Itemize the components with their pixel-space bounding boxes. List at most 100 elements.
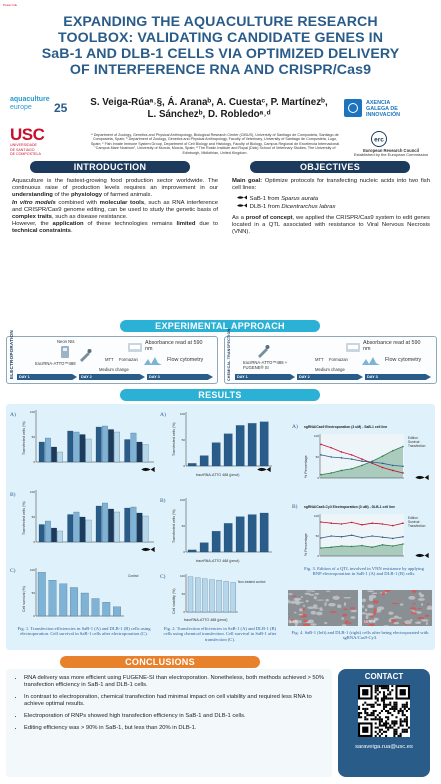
cell-mark [409,607,417,610]
erc-emblem-text: erc [374,137,384,144]
qr-module [391,720,394,723]
cell-mark [425,621,428,626]
fish-icon [257,466,271,473]
cell-mark [410,609,415,611]
qr-module [405,703,408,706]
qr-module [399,734,402,737]
bar [209,579,215,613]
bar [102,602,111,617]
qr-module [393,703,396,706]
usc-sub-3: DE COMPOSTELA [10,152,41,156]
line-point [371,461,374,463]
bar [57,530,64,543]
formazan-label: Formazan [119,357,138,362]
qr-module [405,720,408,723]
qr-module [405,730,408,733]
qr-module [403,714,406,717]
cell-mark [373,617,379,621]
qr-module [387,693,390,696]
y-axis-label: % Percentage [304,533,308,556]
tick-label: 100 [180,498,185,502]
qr-module [405,728,408,731]
qr-module [405,724,408,727]
legend-item: Survival [408,520,420,524]
fig1-caption: Fig. 1. Transfection efficiencies in SaB… [17,626,151,637]
bar [45,437,51,463]
line-point [381,544,384,546]
cell-mark [306,590,314,592]
intro-text: of the [52,192,71,199]
bar [38,441,45,463]
proof-text: As a [232,215,246,221]
day-3-arrow: DAY 3 [147,374,213,380]
qr-module [393,722,396,725]
qr-module [385,734,388,737]
qr-module [372,703,375,706]
qr-module [385,720,388,723]
qr-module [393,720,396,723]
intro-bold-italic: In vitro models [12,199,56,206]
panel-label: B) [10,492,16,498]
day-1-arrow: DAY 1 [17,374,77,380]
cell-mark [350,616,356,619]
qr-module [382,687,386,690]
qr-module [364,718,367,721]
cell-mark [307,619,315,624]
bar [73,511,80,543]
qr-module [364,707,367,710]
line-point [320,521,322,523]
qr-module [364,709,367,713]
flow-histogram-icon [144,357,162,365]
cell-mark [417,598,426,601]
bar [114,511,121,543]
pipette-icon [258,345,270,358]
erc-emblem-icon: erc [371,131,387,147]
day-1-arrow: DAY 1 [235,374,295,380]
qr-module [376,726,379,729]
bar [79,434,86,463]
qr-module [358,712,361,715]
qr-module [364,701,367,704]
bar [114,431,121,463]
qr-module [387,712,390,715]
qr-module [395,705,398,708]
qr-module [385,724,388,727]
bar [91,598,100,617]
usc-word: USC [10,125,45,144]
cell-mark [341,613,348,617]
qr-module [378,728,381,731]
qr-module [387,726,390,729]
panel-label: C) [160,574,166,580]
pipette-icon [80,349,92,362]
qr-module [374,730,377,733]
qr-code-icon[interactable] [358,685,410,737]
cell-mark [298,613,304,616]
medium-change-label: Medium change [315,367,345,372]
qr-module [395,730,398,733]
fig2-caption: Fig. 2. Transfection efficiencies in SaB… [163,626,277,642]
qr-module [385,726,388,729]
y-axis-label: % Percentage [304,455,308,478]
cell-mark [370,623,375,626]
contact-email[interactable]: saraveiga.rua@usc.es [355,744,413,750]
qr-module [372,709,375,713]
qr-module [397,726,400,729]
qr-module [376,703,379,706]
line-point [330,522,333,524]
cell-mark [296,601,305,603]
qr-module [382,722,386,725]
qr-module [391,726,394,729]
qr-module [387,722,390,725]
device-label: Neon Nts [57,339,75,344]
qr-module [378,703,381,706]
bar [223,523,233,553]
line-point [350,521,353,524]
qr-module [399,718,402,721]
corner-mark[interactable]: Poster link [3,3,18,7]
aquaculture-europe-logo: aquaculture europe 25 [10,96,68,122]
tick-label: 50 [32,515,36,519]
line-point [371,535,374,537]
qr-module [382,699,386,702]
qr-module [370,718,373,721]
